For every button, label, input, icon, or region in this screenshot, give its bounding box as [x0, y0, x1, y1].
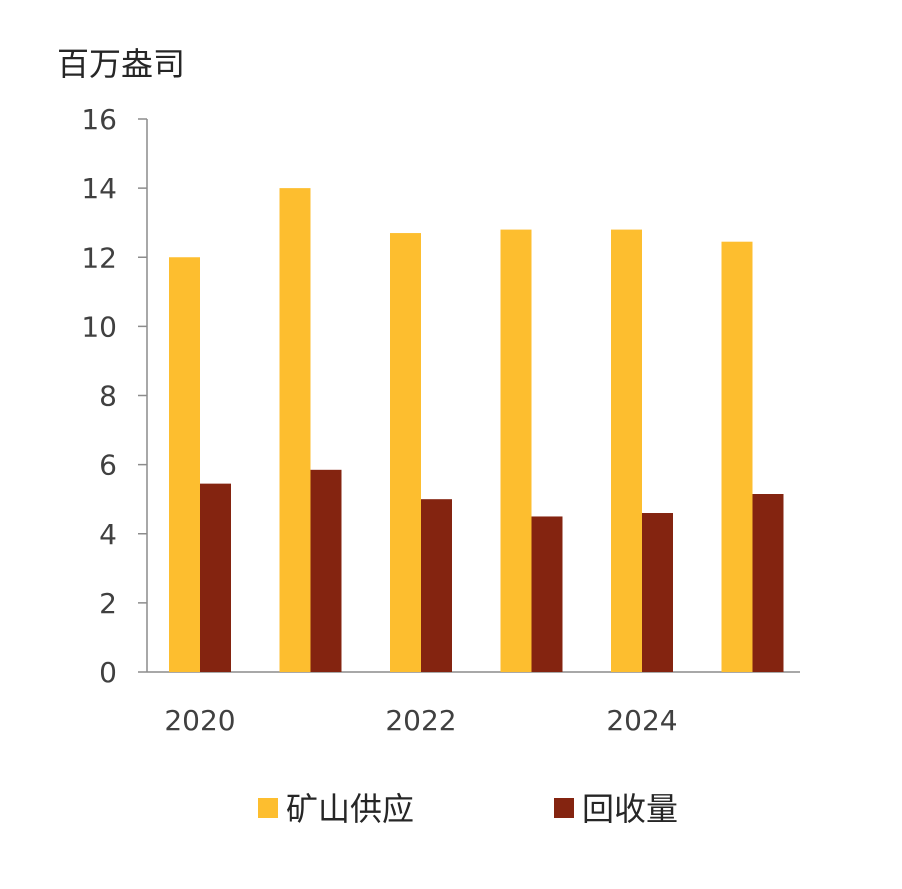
bar-recycling-2021 [310, 469, 342, 672]
legend-label: 回收量 [582, 790, 678, 828]
y-axis: 0 2 4 6 8 10 12 14 16 [81, 103, 148, 689]
bar-mine-supply-2020 [169, 257, 200, 672]
x-tick-label: 2022 [385, 704, 456, 737]
legend-swatch [258, 798, 278, 818]
y-tick-label: 2 [99, 587, 117, 620]
bar-recycling-2023 [531, 516, 563, 672]
y-axis-unit-label: 百万盎司 [57, 45, 185, 83]
y-tick-label: 14 [81, 172, 117, 205]
y-tick-label: 0 [99, 656, 117, 689]
bar-recycling-2025 [752, 494, 784, 672]
y-tick-label: 10 [81, 310, 117, 343]
x-tick-label: 2020 [164, 704, 235, 737]
legend-label: 矿山供应 [286, 790, 414, 828]
bar-mine-supply-2021 [279, 188, 311, 672]
bar-mine-supply-2022 [390, 233, 421, 672]
bar-mine-supply-2025 [721, 241, 753, 672]
y-tick-label: 6 [99, 449, 117, 482]
bar-mine-supply-2024 [611, 229, 642, 672]
y-tick-label: 8 [99, 380, 117, 413]
x-tick-label: 2024 [606, 704, 677, 737]
bar-series [169, 188, 784, 672]
y-tick-label: 12 [81, 241, 117, 274]
bar-mine-supply-2023 [500, 229, 532, 672]
x-axis: 2020 2022 2024 [147, 671, 800, 737]
bar-recycling-2024 [642, 513, 673, 672]
legend: 矿山供应 回收量 [258, 790, 678, 828]
y-tick-label: 4 [99, 518, 117, 551]
legend-swatch [554, 798, 574, 818]
y-tick-label: 16 [81, 103, 117, 136]
bar-recycling-2020 [200, 483, 231, 672]
bar-recycling-2022 [421, 499, 452, 672]
